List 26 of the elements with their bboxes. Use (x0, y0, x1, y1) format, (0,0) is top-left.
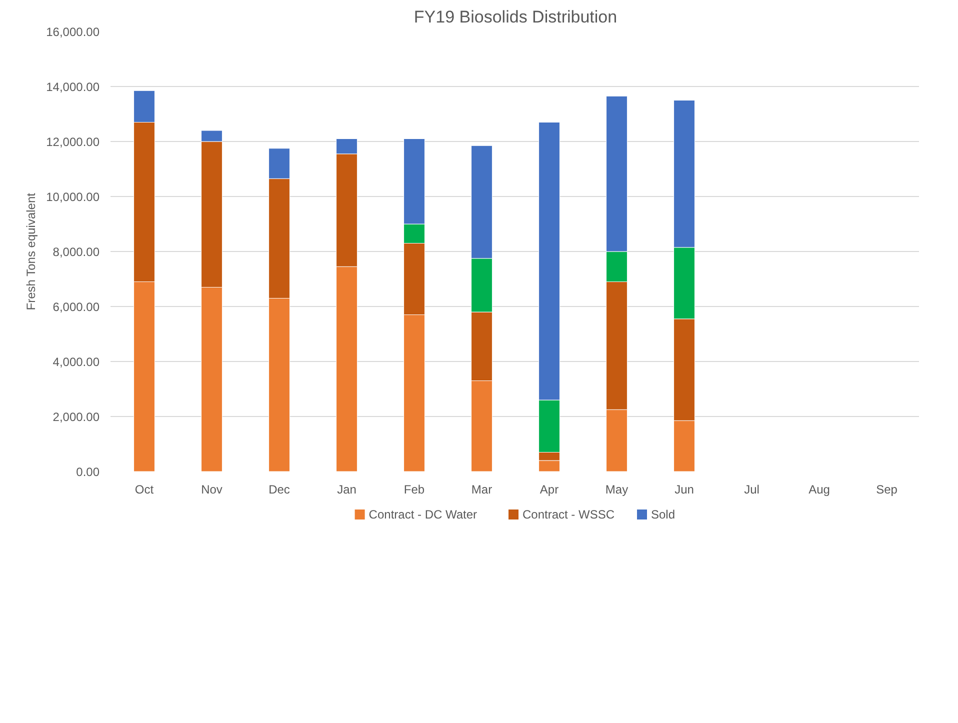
legend-label: Contract - WSSC (522, 508, 615, 522)
chart-title: FY19 Biosolids Distribution (414, 8, 618, 26)
x-tick-label: May (605, 482, 628, 496)
y-tick-label: 4,000.00 (52, 355, 100, 369)
y-tick-label: 6,000.00 (52, 300, 100, 314)
x-tick-label: Oct (134, 482, 154, 496)
y-tick-label: 8,000.00 (52, 245, 100, 259)
legend-label: Sold (651, 508, 676, 522)
y-axis-title: Fresh Tons equivalent (24, 192, 38, 310)
y-tick-label: 16,000.00 (46, 25, 100, 39)
x-tick-label: Nov (201, 482, 222, 496)
y-tick-label: 0.00 (76, 465, 100, 479)
x-tick-label: Sep (876, 482, 898, 496)
x-tick-label: Jul (744, 482, 760, 496)
y-tick-label: 14,000.00 (46, 80, 100, 94)
y-tick-label: 12,000.00 (46, 135, 100, 149)
x-tick-label: Jun (674, 482, 694, 496)
y-tick-label: 2,000.00 (52, 410, 100, 424)
legend-label: Contract - DC Water (368, 508, 478, 522)
x-tick-label: Apr (540, 482, 559, 496)
y-tick-label: 10,000.00 (46, 190, 100, 204)
x-tick-label: Aug (808, 482, 830, 496)
x-tick-label: Jan (337, 482, 356, 496)
x-tick-label: Feb (404, 482, 425, 496)
x-tick-label: Dec (268, 482, 290, 496)
x-tick-label: Mar (471, 482, 492, 496)
